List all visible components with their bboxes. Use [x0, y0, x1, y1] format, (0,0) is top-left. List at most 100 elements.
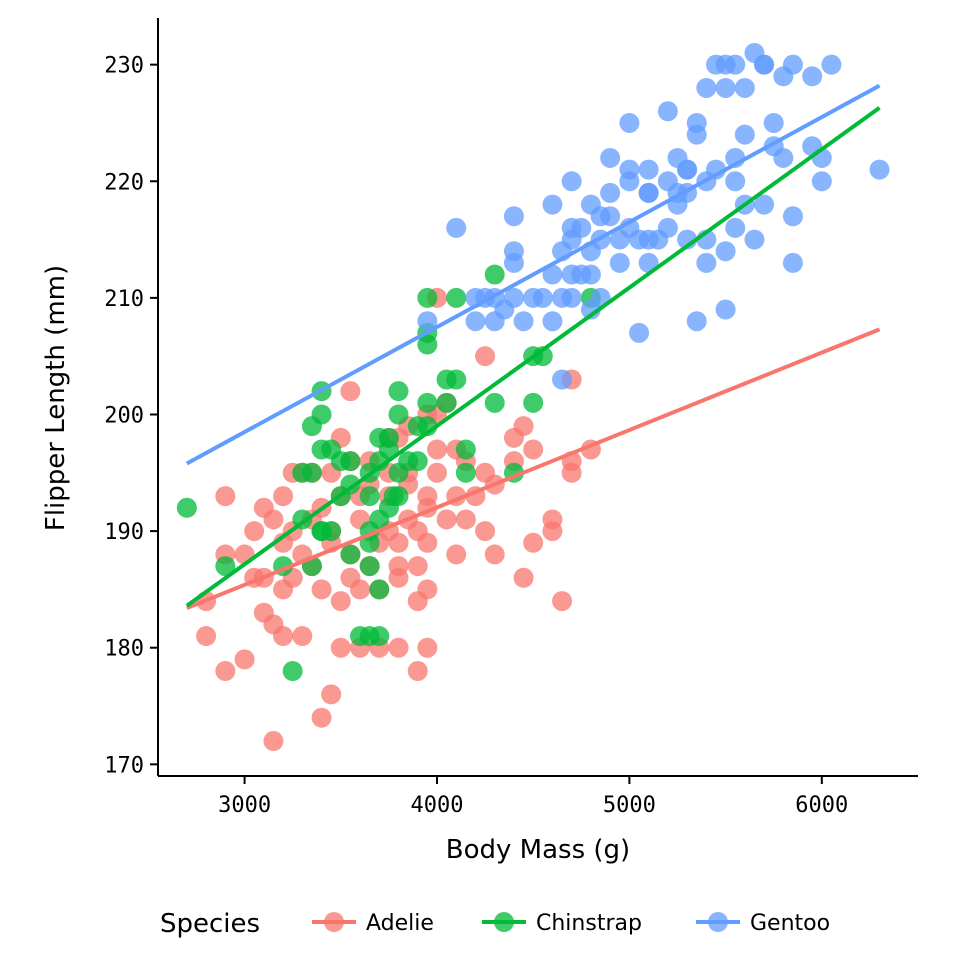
gentoo-point: [734, 77, 755, 98]
adelie-point: [340, 381, 361, 402]
gentoo-point: [580, 264, 601, 285]
legend-gentoo-label: Gentoo: [750, 911, 830, 936]
gentoo-point: [600, 182, 621, 203]
adelie-point: [436, 509, 457, 530]
points-layer: [176, 42, 890, 752]
gentoo-point: [638, 159, 659, 180]
adelie-point: [417, 637, 438, 658]
gentoo-point: [657, 101, 678, 122]
y-tick-label: 210: [104, 287, 144, 312]
gentoo-point: [532, 287, 553, 308]
gentoo-point: [821, 54, 842, 75]
chinstrap-point: [455, 462, 476, 483]
adelie-point: [407, 556, 428, 577]
adelie-point: [417, 532, 438, 553]
gentoo-point: [542, 194, 563, 215]
legend: Species Adelie Chinstrap Gentoo: [160, 909, 830, 939]
gentoo-point: [600, 147, 621, 168]
chinstrap-point: [301, 462, 322, 483]
gentoo-point: [513, 311, 534, 332]
adelie-point: [196, 626, 217, 647]
y-axis-title: Flipper Length (mm): [41, 265, 71, 531]
gentoo-point: [782, 54, 803, 75]
adelie-point: [388, 637, 409, 658]
gentoo-point: [696, 252, 717, 273]
legend-adelie-label: Adelie: [366, 911, 434, 936]
x-axis-title: Body Mass (g): [446, 835, 630, 865]
chinstrap-fit-line: [185, 106, 881, 608]
x-tick-label: 5000: [603, 793, 656, 818]
chinstrap-point: [446, 287, 467, 308]
adelie-point: [215, 661, 236, 682]
chinstrap-point: [340, 451, 361, 472]
adelie-point: [330, 637, 351, 658]
chinstrap-point: [484, 264, 505, 285]
adelie-point: [407, 661, 428, 682]
chinstrap-point: [388, 381, 409, 402]
adelie-point: [513, 416, 534, 437]
chinstrap-point: [301, 416, 322, 437]
gentoo-point: [715, 54, 736, 75]
gentoo-point: [811, 171, 832, 192]
gentoo-point: [561, 171, 582, 192]
gentoo-point: [446, 217, 467, 238]
chinstrap-point: [417, 392, 438, 413]
adelie-point: [417, 579, 438, 600]
gentoo-point: [686, 112, 707, 133]
chinstrap-point: [436, 392, 457, 413]
gentoo-point: [638, 182, 659, 203]
gentoo-point: [754, 54, 775, 75]
gentoo-point: [503, 206, 524, 227]
gentoo-point: [571, 217, 592, 238]
adelie-point: [311, 707, 332, 728]
adelie-point: [513, 567, 534, 588]
chinstrap-point: [369, 626, 390, 647]
fit-lines-layer: [185, 83, 881, 610]
gentoo-point: [657, 217, 678, 238]
adelie-point: [253, 602, 274, 623]
gentoo-point: [696, 77, 717, 98]
gentoo-point: [782, 206, 803, 227]
adelie-point: [292, 626, 313, 647]
gentoo-point: [619, 112, 640, 133]
legend-chinstrap-label: Chinstrap: [536, 911, 642, 936]
adelie-point: [523, 532, 544, 553]
y-tick-label: 220: [104, 170, 144, 195]
gentoo-point: [715, 299, 736, 320]
gentoo-point: [725, 171, 746, 192]
gentoo-point: [715, 241, 736, 262]
gentoo-point: [869, 159, 890, 180]
adelie-point: [273, 486, 294, 507]
x-tick-label: 6000: [795, 793, 848, 818]
chinstrap-point: [311, 521, 332, 542]
chinstrap-point: [359, 486, 380, 507]
chinstrap-point: [215, 556, 236, 577]
adelie-point: [311, 579, 332, 600]
gentoo-point: [686, 311, 707, 332]
gentoo-point: [725, 217, 746, 238]
adelie-point: [475, 521, 496, 542]
adelie-fit-line: [186, 327, 881, 610]
chinstrap-point: [176, 497, 197, 518]
y-tick-label: 190: [104, 520, 144, 545]
adelie-point: [253, 497, 274, 518]
gentoo-point: [629, 322, 650, 343]
gentoo-point: [715, 77, 736, 98]
gentoo-point: [552, 369, 573, 390]
gentoo-point: [705, 159, 726, 180]
chinstrap-point: [455, 439, 476, 460]
gentoo-point: [542, 264, 563, 285]
gentoo-point: [609, 252, 630, 273]
y-tick-label: 230: [104, 54, 144, 79]
y-tick-label: 200: [104, 403, 144, 428]
x-tick-label: 3000: [218, 793, 271, 818]
adelie-point: [321, 684, 342, 705]
y-tick-label: 180: [104, 637, 144, 662]
chinstrap-point: [407, 416, 428, 437]
gentoo-point: [600, 206, 621, 227]
gentoo-point: [561, 287, 582, 308]
legend-adelie-key-point: [324, 912, 344, 932]
axes: [157, 18, 918, 777]
y-tick-label: 170: [104, 753, 144, 778]
chinstrap-point: [340, 544, 361, 565]
